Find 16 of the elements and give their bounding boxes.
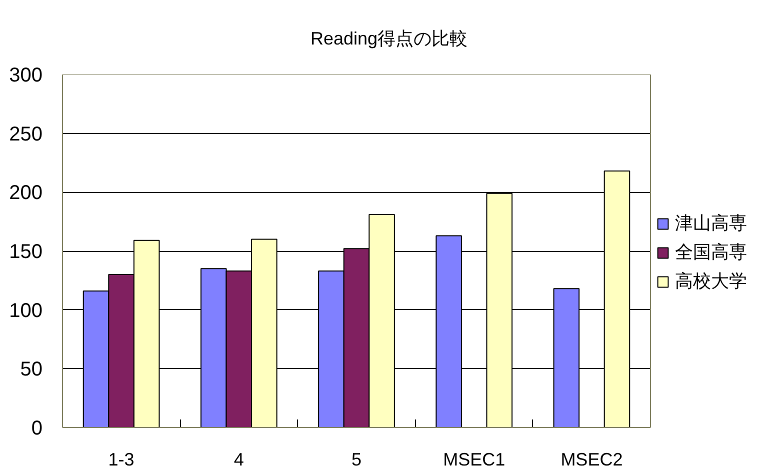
x-tick-label: MSEC2 (560, 450, 623, 470)
x-tick-label: 1-3 (108, 450, 134, 470)
legend-label: 津山高専 (675, 212, 747, 235)
x-tick-label: MSEC1 (443, 450, 506, 470)
chart-title: Reading得点の比較 (310, 28, 468, 48)
y-tick-label: 0 (31, 418, 42, 440)
y-tick-label: 250 (9, 123, 43, 146)
y-tick-label: 100 (9, 300, 43, 322)
y-tick-label: 150 (9, 241, 43, 263)
y-tick-label: 50 (20, 358, 43, 381)
x-tick-label: 5 (351, 450, 362, 470)
y-tick-label: 300 (9, 64, 43, 86)
y-tick-label: 200 (9, 182, 43, 204)
legend-label: 高校大学 (675, 270, 747, 293)
legend-label: 全国高専 (675, 241, 747, 264)
x-tick-label: 4 (234, 450, 244, 470)
